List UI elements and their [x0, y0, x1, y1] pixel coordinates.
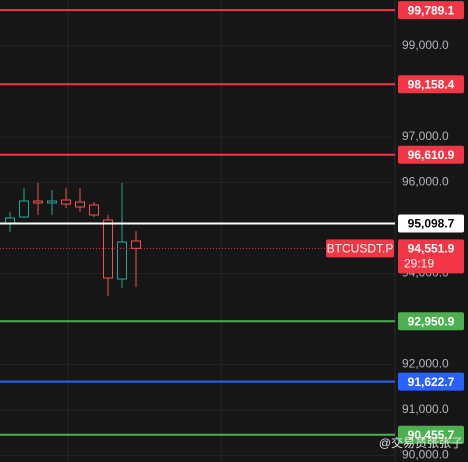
- candle-body: [61, 199, 71, 205]
- candle-body: [131, 240, 141, 249]
- candle-body: [75, 201, 85, 208]
- level-label: 96,610.9: [408, 148, 455, 162]
- last-price-label: 94,551.9: [408, 242, 455, 256]
- level-label-box: [398, 214, 464, 233]
- last-price-box: [398, 239, 464, 274]
- level-label-box: [398, 372, 464, 391]
- level-label: 99,789.1: [408, 3, 455, 17]
- level-label-box: [398, 1, 464, 20]
- level-label-box: [398, 312, 464, 331]
- level-label: 90,455.7: [408, 428, 455, 442]
- y-tick-label: 90,000.0: [402, 448, 449, 462]
- y-tick-label: 99,000.0: [402, 38, 449, 52]
- symbol-label: BTCUSDT.P: [327, 242, 394, 256]
- level-label-box: [398, 75, 464, 94]
- candle-body: [47, 200, 57, 204]
- candle-body: [89, 204, 99, 216]
- level-label-box: [398, 145, 464, 164]
- level-label: 98,158.4: [408, 77, 455, 91]
- candle-body: [103, 219, 113, 279]
- countdown-label: 29:19: [404, 257, 434, 271]
- level-label-box: [398, 425, 464, 444]
- level-label: 95,098.7: [408, 217, 455, 231]
- y-tick-label: 91,000.0: [402, 402, 449, 416]
- y-tick-label: 96,000.0: [402, 175, 449, 189]
- candle-body: [33, 200, 43, 204]
- y-tick-label: 92,000.0: [402, 357, 449, 371]
- candle-body: [117, 241, 127, 280]
- candle-body: [19, 200, 29, 218]
- level-label: 91,622.7: [408, 375, 455, 389]
- level-label: 92,950.9: [408, 314, 455, 328]
- watermark: @交易员张张子: [379, 435, 463, 450]
- symbol-box: [326, 239, 394, 258]
- y-tick-label: 97,000.0: [402, 129, 449, 143]
